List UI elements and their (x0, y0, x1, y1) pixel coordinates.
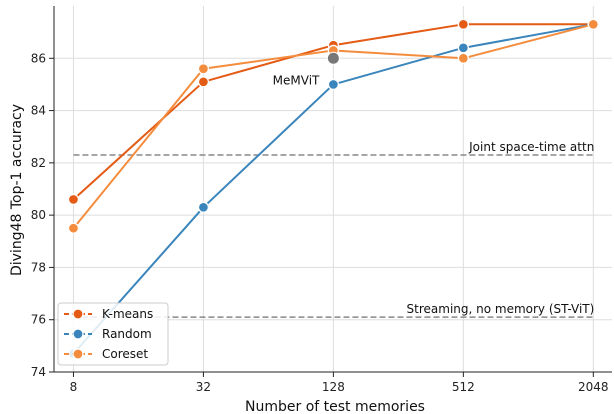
y-tick-label: 76 (31, 313, 46, 327)
y-tick-label: 80 (31, 208, 46, 222)
y-tick-label: 84 (31, 104, 46, 118)
data-point-kmeans (457, 18, 469, 30)
legend-label-coreset: Coreset (102, 347, 148, 361)
data-point-random (457, 42, 469, 54)
x-tick-label: 2048 (578, 380, 609, 394)
series-points (67, 18, 599, 360)
y-tick-label: 86 (31, 51, 46, 65)
legend: K-means Random Coreset (57, 302, 169, 366)
memvit-label: MeMViT (273, 73, 320, 87)
ticks: 8 32 128 512 2048 74 76 78 80 82 84 86 (31, 51, 609, 394)
memvit-point (326, 51, 340, 65)
legend-swatch-marker-random (72, 328, 84, 340)
y-tick-label: 82 (31, 156, 46, 170)
x-tick-label: 512 (452, 380, 475, 394)
legend-swatch-marker-kmeans (72, 308, 84, 320)
data-point-random (197, 201, 210, 213)
legend-label-kmeans: K-means (102, 307, 153, 321)
data-point-kmeans (197, 76, 210, 88)
legend-box (57, 302, 169, 366)
legend-swatch-marker-coreset (72, 348, 84, 360)
data-point-kmeans (67, 193, 80, 206)
data-point-coreset (67, 222, 80, 234)
y-tick-label: 78 (31, 260, 46, 274)
y-tick-label: 74 (31, 365, 46, 379)
memvit-annotation: MeMViT (273, 51, 340, 87)
x-tick-label: 32 (196, 380, 211, 394)
reference-lines: Joint space-time attn Streaming, no memor… (73, 140, 595, 318)
data-point-coreset (457, 52, 469, 64)
x-tick-label: 8 (70, 380, 78, 394)
legend-label-random: Random (102, 327, 152, 341)
data-point-coreset (587, 18, 599, 30)
reference-label-streaming: Streaming, no memory (ST-ViT) (407, 302, 595, 316)
x-axis-title: Number of test memories (245, 399, 425, 414)
data-point-coreset (197, 63, 210, 75)
reference-label-joint-attn: Joint space-time attn (468, 140, 594, 154)
x-tick-label: 128 (322, 380, 345, 394)
y-axis-title: Diving48 Top-1 accuracy (9, 104, 25, 276)
data-point-random (327, 78, 340, 91)
